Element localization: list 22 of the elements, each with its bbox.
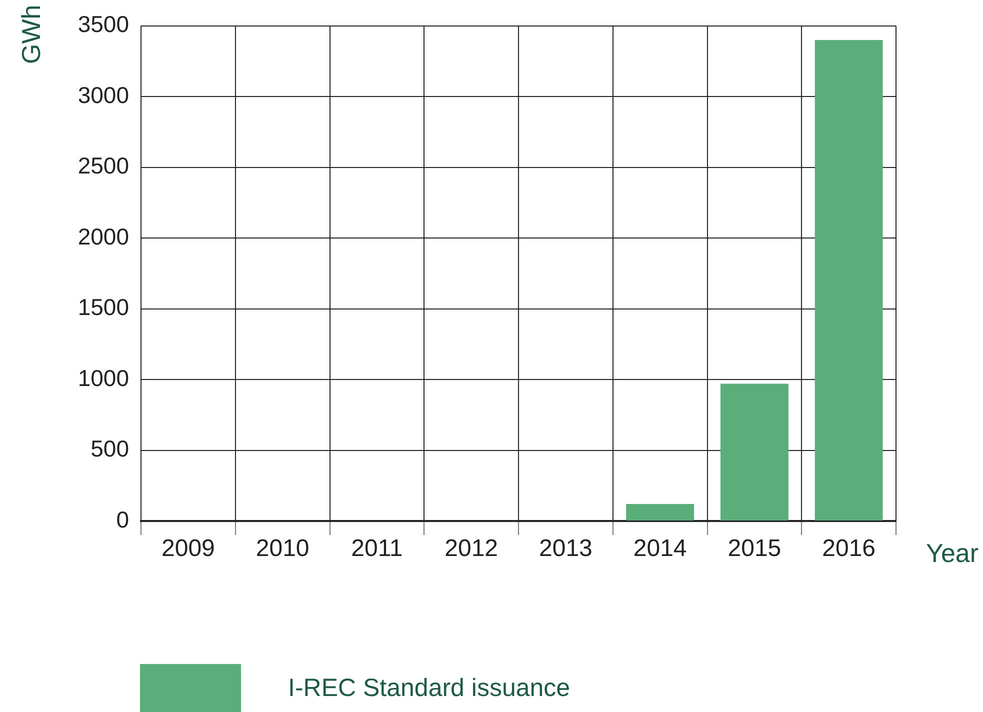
y-tick-label: 0 [116, 506, 129, 532]
y-tick-label: 1000 [78, 364, 129, 391]
x-axis-title: Year [926, 538, 979, 569]
y-tick-label: 1500 [78, 294, 129, 320]
y-tick-label: 500 [90, 436, 129, 462]
bar [626, 504, 694, 520]
x-tick-label: 2013 [538, 535, 592, 562]
x-tick-label: 2016 [822, 535, 876, 562]
x-tick-label: 2015 [728, 535, 782, 562]
y-tick-label: 2000 [78, 223, 129, 250]
x-tick-label: 2012 [444, 535, 498, 562]
bar [814, 40, 883, 520]
legend-label: I-REC Standard issuance [288, 674, 570, 702]
x-tick-label: 2014 [633, 535, 687, 562]
x-tick-label: 2009 [161, 535, 215, 562]
x-tick-label: 2010 [256, 535, 310, 562]
bar [720, 384, 788, 520]
x-tick-label: 2011 [351, 535, 403, 562]
y-axis-title: GWh [16, 4, 47, 64]
y-tick-label: 3500 [78, 11, 129, 38]
y-tick-label: 2500 [78, 152, 129, 179]
y-tick-label: 3000 [78, 82, 129, 108]
